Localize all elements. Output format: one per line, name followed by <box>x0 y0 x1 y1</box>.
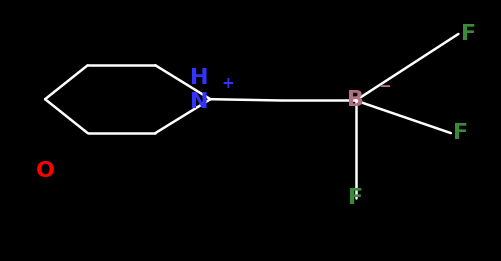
Text: F: F <box>461 24 476 44</box>
Text: H: H <box>190 68 208 88</box>
Text: B: B <box>347 91 364 110</box>
Text: −: − <box>378 79 391 94</box>
Text: F: F <box>348 188 363 208</box>
Text: N: N <box>190 92 208 112</box>
Text: +: + <box>221 76 234 91</box>
Text: F: F <box>453 123 468 143</box>
Text: O: O <box>36 161 55 181</box>
